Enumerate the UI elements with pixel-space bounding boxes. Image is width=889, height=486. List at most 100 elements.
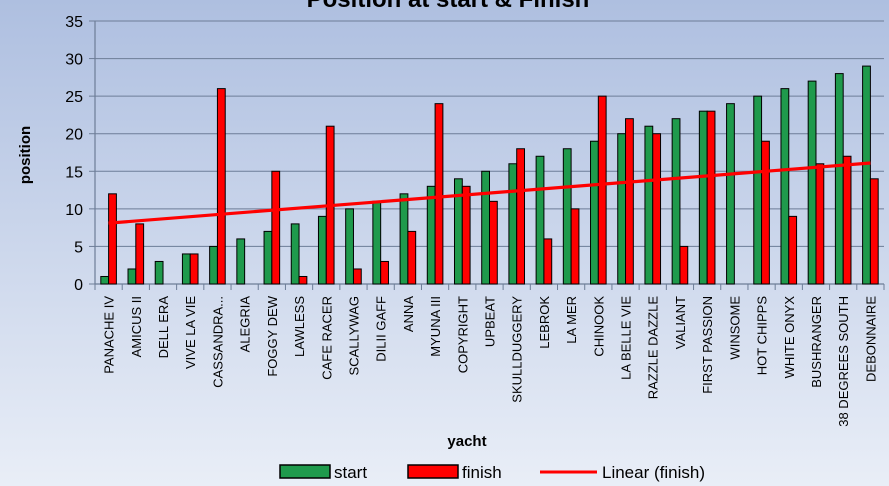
bar-finish	[625, 118, 634, 285]
legend: start finish Linear (finish)	[279, 463, 705, 482]
legend-label-finish: finish	[462, 463, 502, 482]
legend-label-start: start	[334, 463, 367, 482]
x-tick-label: VIVE LA VIE	[183, 296, 198, 369]
bar-start	[753, 95, 763, 285]
x-tick-label: LA MER	[564, 296, 579, 344]
x-tick-label: FIRST PASSION	[700, 296, 715, 394]
bar-finish	[815, 163, 825, 285]
x-tick-label: LAWLESS	[292, 296, 307, 357]
bar-start	[345, 208, 354, 285]
labels: 0 5 10 15 20 25 30 35 PANACHE IV AMICUS II DELL ER…	[65, 14, 878, 427]
bar-finish	[652, 133, 662, 285]
bar-start	[562, 148, 572, 285]
bar-finish	[434, 103, 444, 285]
trendline-group	[108, 161, 871, 225]
bar-finish	[761, 140, 770, 285]
bar-start	[726, 103, 735, 285]
bar-finish	[108, 193, 117, 285]
bar-start	[590, 140, 599, 285]
x-tick-label: WINSOME	[727, 296, 742, 360]
bar-finish	[407, 230, 417, 285]
x-tick-label: MYUNA III	[428, 296, 443, 357]
bar-finish	[189, 253, 199, 285]
bar-finish	[842, 155, 852, 285]
y-tick-label: 20	[65, 127, 83, 144]
x-tick-label: COPYRIGHT	[455, 296, 470, 373]
bar-finish	[679, 245, 689, 285]
bar-start	[862, 65, 871, 285]
x-tick-label: DILII GAFF	[374, 296, 389, 362]
bar-start	[154, 260, 164, 285]
x-tick-label: WHITE ONYX	[782, 296, 797, 379]
bar-start	[181, 253, 191, 285]
y-tick-label: 10	[65, 202, 83, 219]
x-tick-label: FOGGY DEW	[265, 295, 280, 376]
y-tick-label: 35	[65, 14, 83, 31]
bar-start	[100, 275, 110, 285]
y-tick-label: 0	[74, 277, 83, 294]
chart-title: Position at start & Finish	[307, 0, 590, 13]
bar-finish	[461, 185, 471, 285]
legend-swatch-finish	[407, 464, 459, 479]
x-tick-label: ALEGRIA	[238, 296, 253, 353]
x-tick-label: LA BELLE VIE	[619, 296, 634, 380]
bar-start	[807, 80, 817, 285]
x-tick-label: DEBONNAIRE	[863, 296, 878, 382]
bar-finish	[352, 268, 362, 285]
bar-finish	[597, 95, 607, 285]
x-tick-label: LEBROK	[537, 296, 552, 349]
x-tick-label: SCALLYWAG	[346, 296, 361, 375]
x-tick-label: VALIANT	[673, 296, 688, 349]
x-tick-label: UPBEAT	[483, 296, 498, 347]
bar-start	[698, 110, 708, 285]
x-tick-label: AMICUS II	[129, 296, 144, 357]
trendline-finish	[108, 161, 871, 225]
bar-finish	[380, 260, 389, 285]
bar-start	[481, 170, 491, 285]
bar-start	[209, 245, 218, 285]
y-tick-label: 25	[65, 89, 83, 106]
bar-start	[127, 268, 137, 285]
bar-start	[372, 200, 382, 285]
bar-start	[671, 118, 681, 285]
y-axis-title: position	[17, 126, 34, 184]
bar-start	[236, 238, 246, 285]
x-tick-label: CHINOOK	[591, 296, 606, 357]
x-tick-label: RAZZLE DAZZLE	[646, 296, 661, 400]
bar-finish	[298, 275, 308, 285]
bar-finish	[788, 215, 798, 285]
bar-start	[317, 215, 327, 285]
bar-start	[780, 88, 790, 285]
bar-start	[535, 155, 545, 285]
x-tick-label: SKULLDUGGERY	[510, 296, 525, 403]
y-tick-label: 5	[74, 239, 83, 256]
x-tick-label: ANNA	[401, 296, 416, 332]
bar-start	[644, 125, 654, 285]
bar-finish	[135, 223, 145, 285]
bar-start	[426, 185, 436, 285]
bar-finish	[516, 148, 526, 285]
bar-finish	[869, 178, 879, 285]
y-tick-label: 15	[65, 164, 83, 181]
x-axis-title: yacht	[447, 433, 486, 450]
x-tick-label: HOT CHIPPS	[755, 296, 770, 376]
bar-start	[834, 73, 844, 285]
bar-finish	[216, 88, 226, 285]
x-tick-label: CAFE RACER	[319, 296, 334, 380]
bar-finish	[489, 200, 498, 285]
x-tick-label: 38 DEGREES SOUTH	[836, 296, 851, 427]
bar-start	[617, 133, 627, 285]
bars	[100, 65, 879, 285]
x-tick-label: CASSANDRA...	[210, 296, 225, 388]
bar-start	[508, 163, 518, 285]
bar-start	[263, 230, 273, 285]
bar-finish	[271, 170, 281, 285]
x-tick-label: BUSHRANGER	[809, 296, 824, 388]
x-tick-label: DELL ERA	[156, 296, 171, 359]
legend-label-trend: Linear (finish)	[602, 463, 705, 482]
x-tick-label: PANACHE IV	[102, 296, 117, 374]
legend-swatch-start	[279, 464, 331, 479]
